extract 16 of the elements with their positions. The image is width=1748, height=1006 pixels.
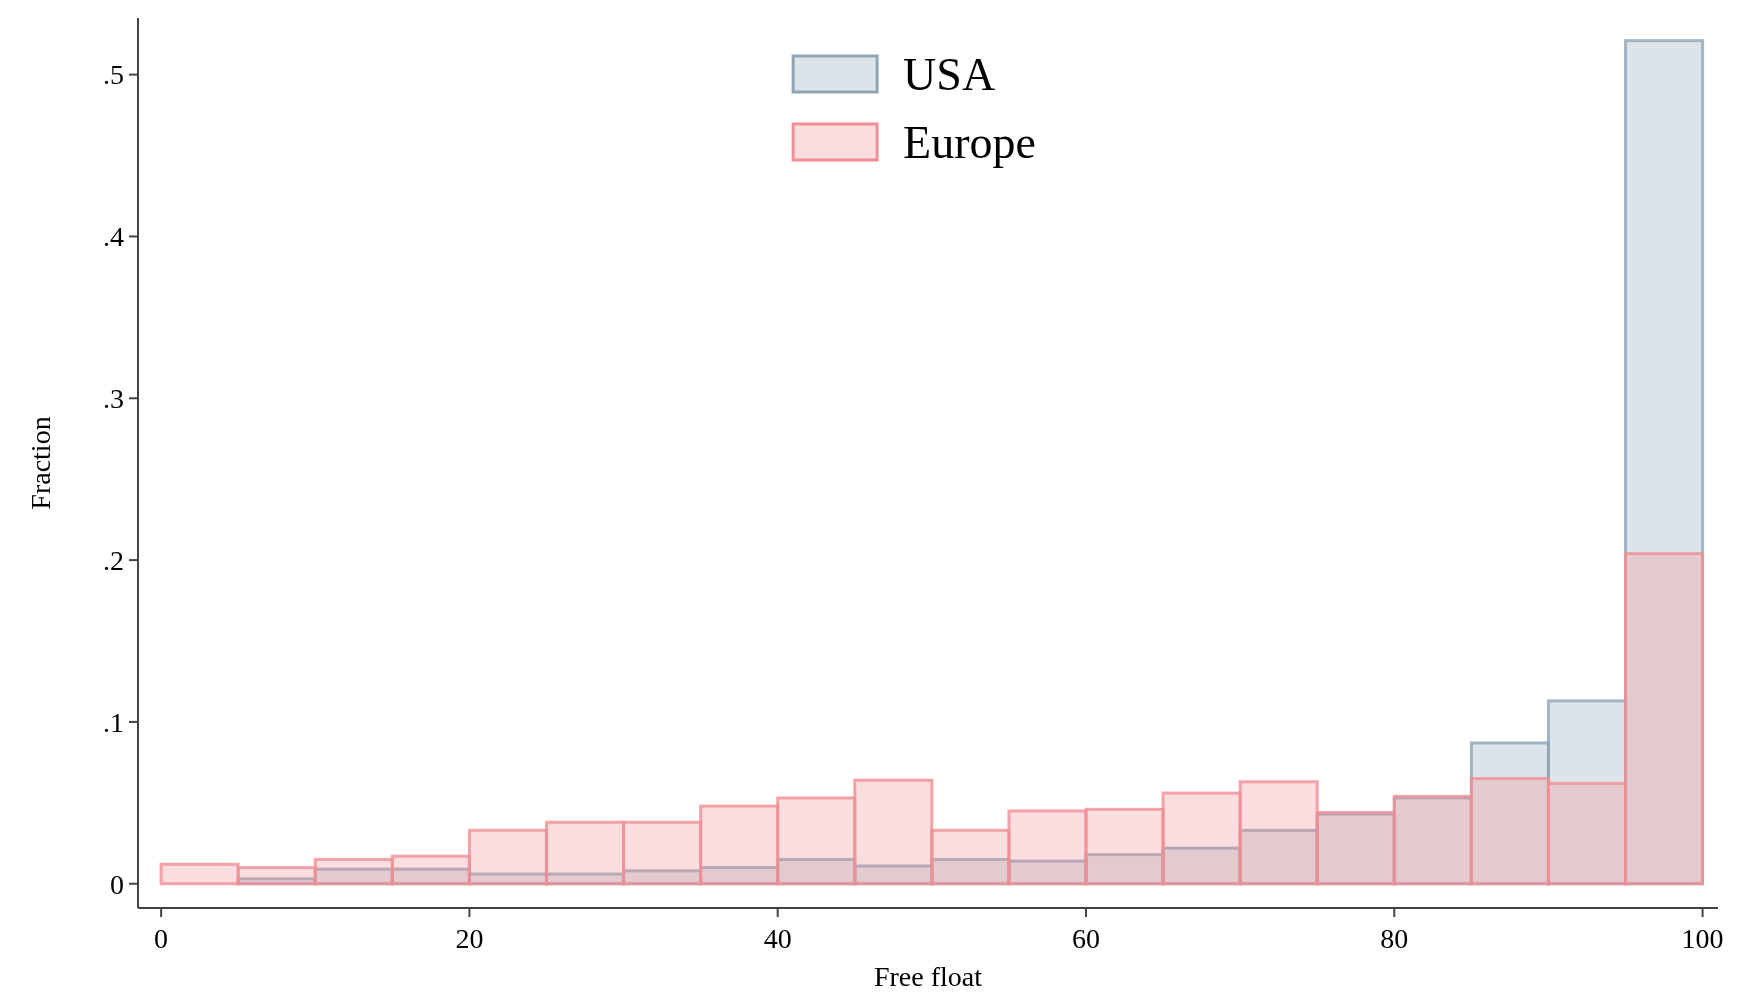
x-tick-label: 20	[455, 923, 484, 954]
x-tick-label: 100	[1681, 923, 1724, 954]
y-tick-label: .4	[103, 221, 124, 253]
legend-label: USA	[903, 49, 996, 101]
y-tick-label: .5	[103, 59, 124, 91]
x-axis-title: Free float	[873, 961, 983, 992]
x-tick-label: 60	[1072, 923, 1100, 954]
x-tick-label: 40	[763, 923, 792, 954]
y-tick-label: .1	[103, 706, 124, 738]
y-tick-label: 0	[110, 868, 124, 900]
x-tick-label: 80	[1380, 923, 1409, 954]
legend-label: Europe	[903, 117, 1036, 169]
y-tick-label: .2	[103, 544, 124, 576]
y-tick-label: .3	[103, 383, 124, 415]
y-axis-title: Fraction	[25, 416, 56, 510]
x-tick-label: 0	[154, 923, 169, 954]
